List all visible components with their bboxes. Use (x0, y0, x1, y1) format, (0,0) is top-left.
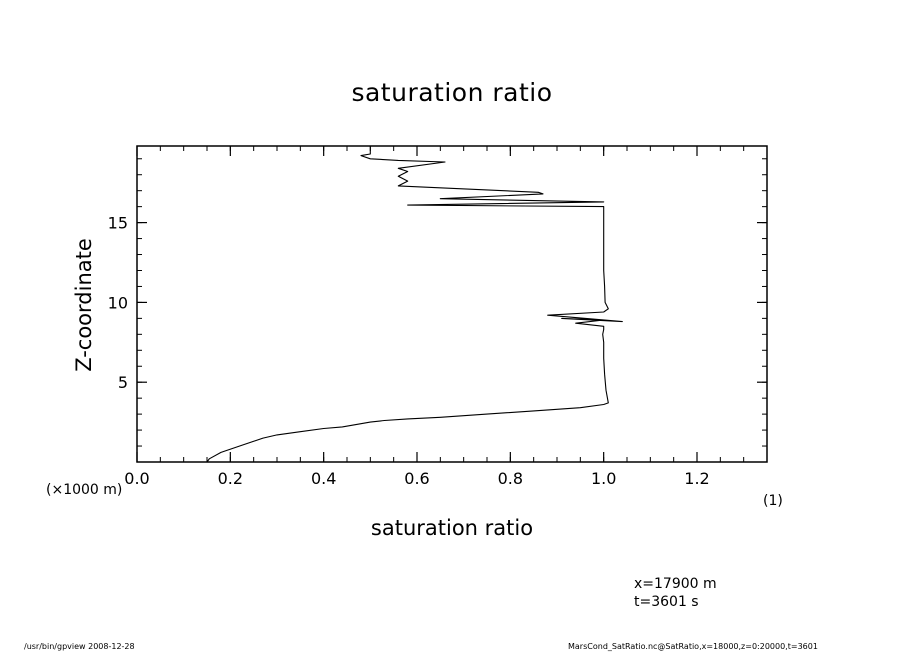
x-tick-label: 0.8 (498, 469, 523, 488)
x-tick-label: 0.2 (218, 469, 243, 488)
y-tick-label: 5 (118, 373, 128, 392)
x-unit-label: (1) (763, 493, 783, 509)
y-axis-label: Z-coordinate (72, 238, 96, 372)
footer-command: /usr/bin/gpview 2008-12-28 (24, 642, 135, 651)
x-axis-label: saturation ratio (370, 516, 534, 540)
y-tick-label: 10 (108, 293, 128, 312)
x-tick-label: 0.0 (124, 469, 149, 488)
x-tick-label: 1.0 (591, 469, 616, 488)
x-tick-label: 1.2 (684, 469, 709, 488)
tick-labels: 0.0 0.2 0.4 0.6 0.8 1.0 1.2 5 10 15 (108, 214, 710, 488)
axis-ticks (136, 146, 768, 462)
chart-title: saturation ratio (351, 78, 553, 107)
x-position-info: x=17900 m (634, 576, 717, 592)
footer-source: MarsCond_SatRatio.nc@SatRatio,x=18000,z=… (568, 642, 818, 651)
series-group (206, 146, 623, 463)
time-info: t=3601 s (634, 594, 699, 610)
y-tick-label: 15 (108, 214, 128, 233)
z-unit-label: (×1000 m) (46, 482, 123, 498)
x-tick-label: 0.4 (311, 469, 336, 488)
plot-frame (136, 145, 768, 463)
x-tick-label: 0.6 (404, 469, 429, 488)
series-line (206, 146, 623, 463)
